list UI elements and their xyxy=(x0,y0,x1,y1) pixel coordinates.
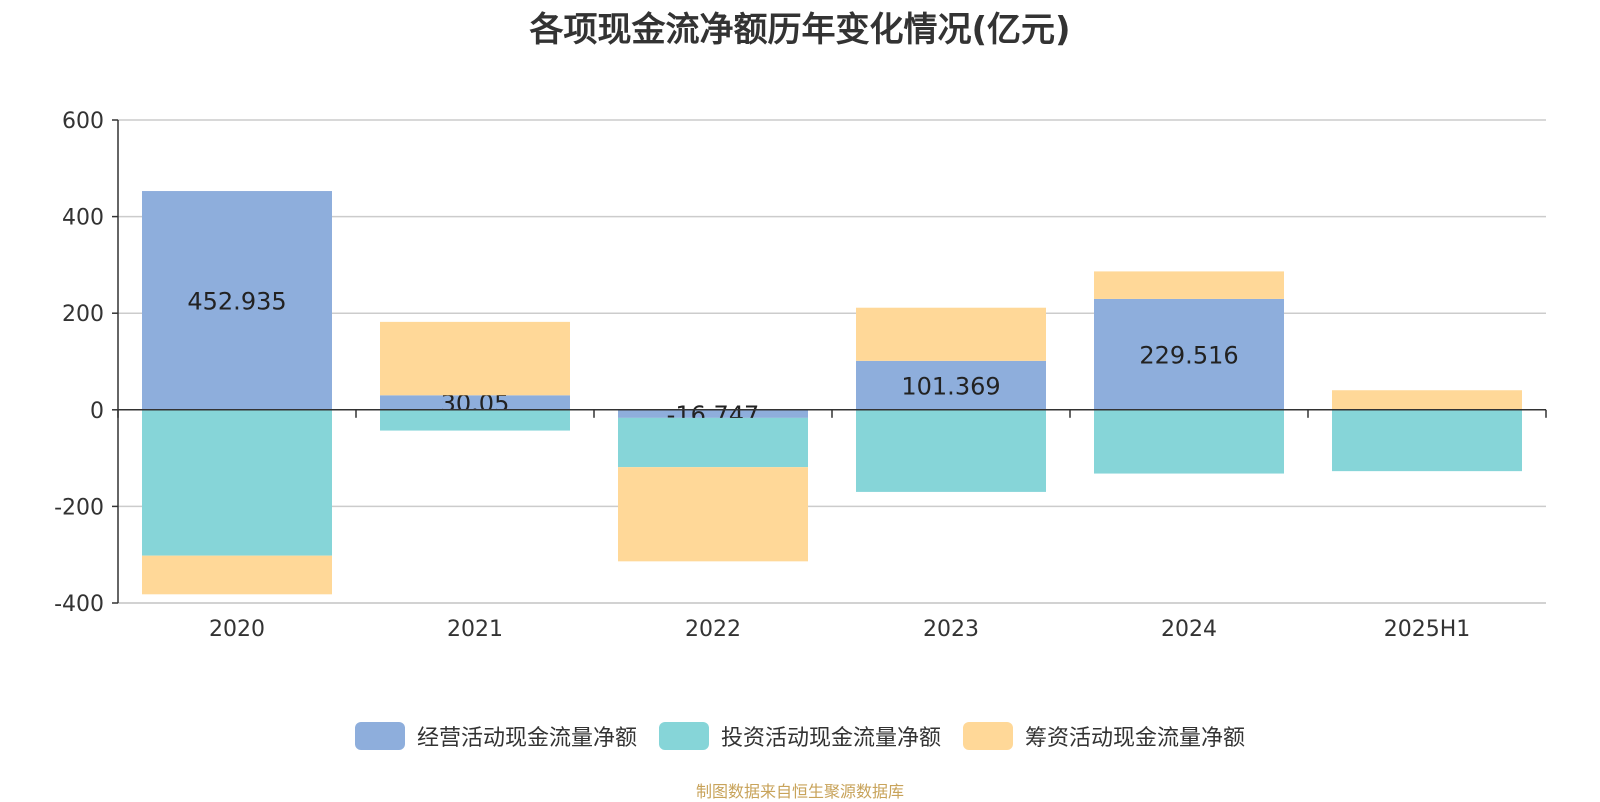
legend-label-financing: 筹资活动现金流量净额 xyxy=(1025,720,1245,752)
data-label: 452.935 xyxy=(187,287,286,315)
bar-segment xyxy=(618,418,808,467)
bar-segment xyxy=(142,556,332,595)
legend-label-investing: 投资活动现金流量净额 xyxy=(721,720,941,752)
y-tick-label: -200 xyxy=(54,495,104,520)
y-tick-label: 400 xyxy=(62,206,104,231)
x-tick-label: 2025H1 xyxy=(1384,617,1471,642)
bar-segment xyxy=(1332,390,1522,409)
legend-item-operating[interactable]: 经营活动现金流量净额 xyxy=(355,720,637,752)
data-label: 101.369 xyxy=(901,372,1000,400)
y-tick-label: -400 xyxy=(54,592,104,617)
bar-segment xyxy=(380,322,570,395)
y-tick-label: 0 xyxy=(90,399,104,424)
bar-segment xyxy=(856,308,1046,361)
x-tick-label: 2021 xyxy=(447,617,503,642)
bar-segment xyxy=(856,410,1046,492)
x-tick-label: 2020 xyxy=(209,617,265,642)
x-tick-label: 2024 xyxy=(1161,617,1217,642)
legend-item-financing[interactable]: 筹资活动现金流量净额 xyxy=(963,720,1245,752)
data-label: 229.516 xyxy=(1139,341,1238,369)
bar-segment xyxy=(1094,271,1284,299)
legend-swatch-financing xyxy=(963,722,1013,750)
bar-segment xyxy=(142,410,332,556)
x-tick-label: 2022 xyxy=(685,617,741,642)
legend-swatch-operating xyxy=(355,722,405,750)
x-tick-label: 2023 xyxy=(923,617,979,642)
bar-segment xyxy=(380,410,570,431)
legend: 经营活动现金流量净额 投资活动现金流量净额 筹资活动现金流量净额 xyxy=(0,720,1600,752)
bar-segment xyxy=(618,467,808,561)
legend-label-operating: 经营活动现金流量净额 xyxy=(417,720,637,752)
source-note: 制图数据来自恒生聚源数据库 xyxy=(0,778,1600,802)
legend-swatch-investing xyxy=(659,722,709,750)
y-tick-label: 200 xyxy=(62,302,104,327)
y-tick-label: 600 xyxy=(62,109,104,134)
bar-segment xyxy=(1332,410,1522,471)
legend-item-investing[interactable]: 投资活动现金流量净额 xyxy=(659,720,941,752)
bar-segment xyxy=(1094,410,1284,474)
